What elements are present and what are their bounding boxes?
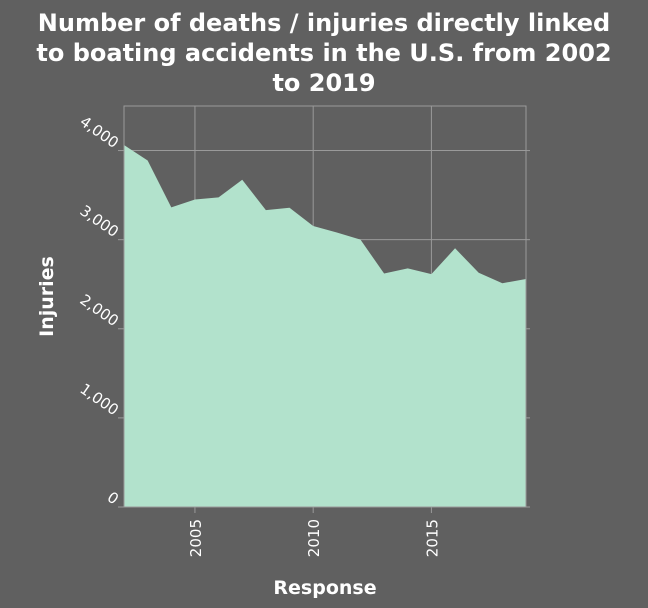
x-axis-label: Response (273, 577, 376, 599)
chart-title-line-1: Number of deaths / injuries directly lin… (38, 9, 610, 37)
x-tick-label: 2010 (305, 519, 323, 557)
chart-title-line-2: to boating accidents in the U.S. from 20… (36, 39, 611, 67)
x-tick-label: 2005 (187, 519, 205, 557)
x-tick-label: 2015 (423, 519, 441, 557)
y-tick-label: 2,000 (77, 291, 123, 330)
y-axis-label: Injuries (36, 256, 58, 337)
area-series (124, 145, 526, 507)
y-tick-label: 4,000 (77, 112, 123, 151)
y-tick-label: 1,000 (77, 380, 123, 419)
y-tick-label: 0 (104, 488, 122, 508)
area-series-fill (124, 145, 526, 507)
y-tick-label: 3,000 (77, 202, 123, 241)
plot-frame (123, 105, 527, 508)
chart-title-line-3: to 2019 (272, 69, 375, 97)
